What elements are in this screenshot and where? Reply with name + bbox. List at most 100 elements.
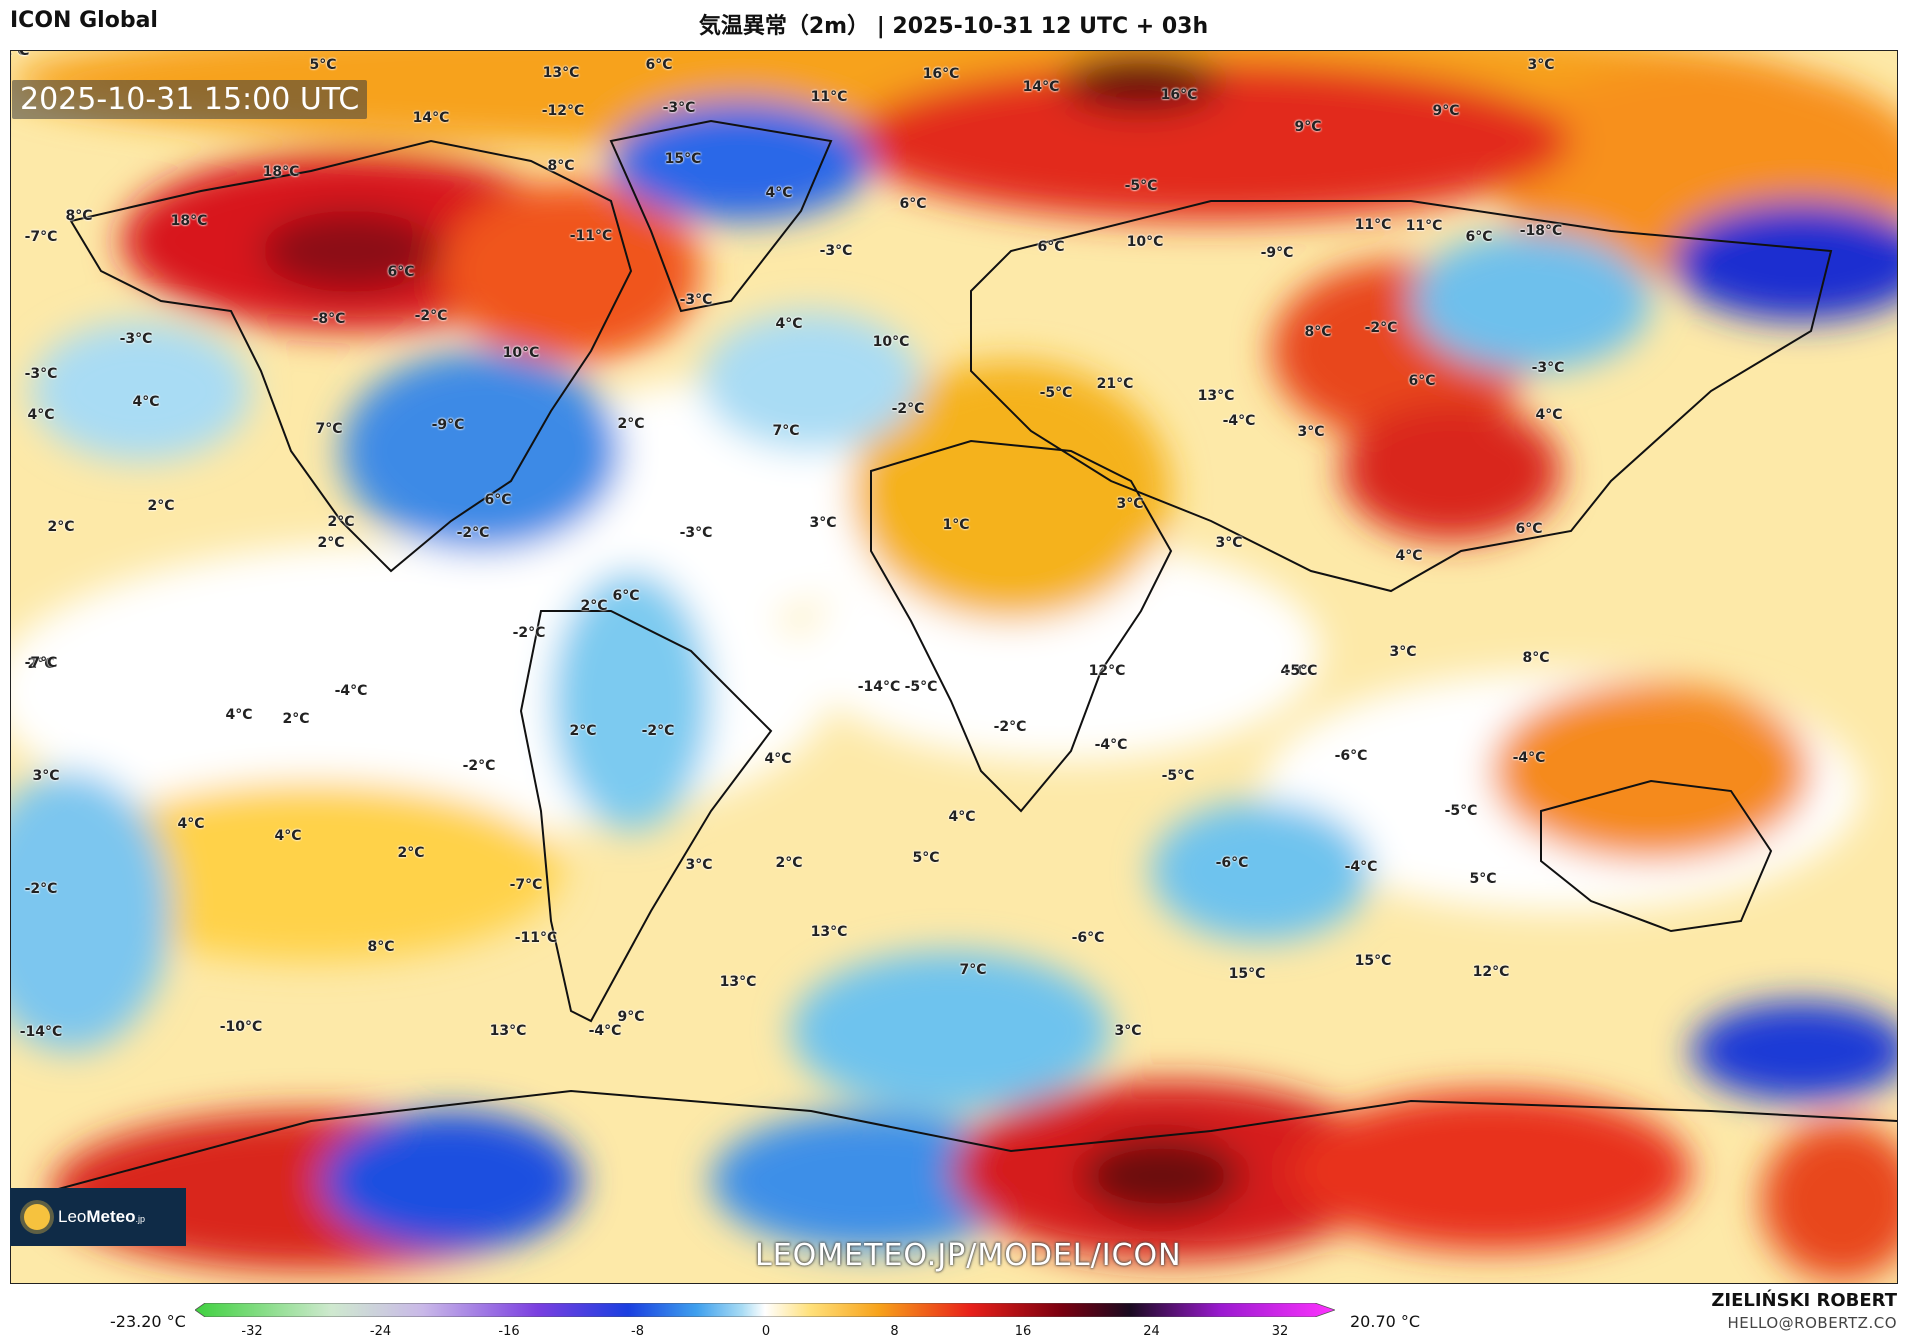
color-scale-tick: 32 xyxy=(1271,1324,1289,1339)
temperature-label: 15°C xyxy=(1354,953,1392,969)
temperature-label: 2°C xyxy=(147,498,175,514)
temperature-label: -2°C xyxy=(462,758,496,774)
temperature-label: -7°C xyxy=(24,229,58,245)
temperature-label: 9°C xyxy=(1294,119,1322,135)
temperature-label: 8°C xyxy=(1522,650,1550,666)
temperature-label: -10°C xyxy=(219,1019,263,1035)
temperature-label: -2°C xyxy=(24,881,58,897)
temperature-label: -4°C xyxy=(1512,750,1546,766)
temperature-label: -5°C xyxy=(1284,663,1318,679)
temperature-label: 2°C xyxy=(617,416,645,432)
temperature-label: 18°C xyxy=(170,213,208,229)
color-scale-tick: -32 xyxy=(241,1324,263,1339)
temperature-label: 8°C xyxy=(65,208,93,224)
sun-icon xyxy=(24,1204,50,1230)
temperature-label: 14°C xyxy=(412,110,450,126)
temperature-label: 2°C xyxy=(580,598,608,614)
chart-title: 気温異常（2m） | 2025-10-31 12 UTC + 03h xyxy=(698,14,1209,39)
temperature-label: -4°C xyxy=(334,683,368,699)
author-credit: ZIELIŃSKI ROBERT xyxy=(1711,1290,1897,1311)
color-scale-tick: -24 xyxy=(369,1324,392,1339)
temperature-label: 4°C xyxy=(177,816,205,832)
temperature-label: -2°C xyxy=(993,719,1027,735)
temperature-label: 8°C xyxy=(547,158,575,174)
temperature-label: -4°C xyxy=(1344,859,1378,875)
temperature-label: -4°C xyxy=(588,1023,622,1039)
temperature-label: -9°C xyxy=(1260,245,1294,261)
temperature-label: -3°C xyxy=(24,366,58,382)
temperature-label: -3°C xyxy=(119,331,153,347)
temperature-label: -2°C xyxy=(1364,320,1398,336)
color-scale-tick: -16 xyxy=(498,1324,520,1339)
color-scale-tick: 24 xyxy=(1143,1324,1160,1339)
temperature-label: 13°C xyxy=(719,974,757,990)
temperature-label: 4°C xyxy=(764,751,792,767)
temperature-label: 2°C xyxy=(317,535,345,551)
temperature-label: 11°C xyxy=(810,89,848,105)
temperature-label: 21°C xyxy=(1096,376,1134,392)
temperature-label: 5°C xyxy=(309,57,337,73)
temperature-label: 4°C xyxy=(27,407,55,423)
temperature-label: -3°C xyxy=(1531,360,1565,376)
temperature-label: 16°C xyxy=(1160,87,1198,103)
temperature-label: 3°C xyxy=(1114,1023,1142,1039)
temperature-label: 3°C xyxy=(1389,644,1417,660)
temperature-label: 9°C xyxy=(1432,103,1460,119)
color-scale-tick: -8 xyxy=(631,1324,644,1339)
temperature-label: 10°C xyxy=(872,334,910,350)
temperature-label: -2°C xyxy=(512,625,546,641)
temperature-label: 4°C xyxy=(948,809,976,825)
coastlines xyxy=(50,119,1897,1192)
temperature-label: -3°C xyxy=(679,525,713,541)
temperature-label: 12°C xyxy=(1088,663,1126,679)
source-watermark: LEOMETEO.JP/MODEL/ICON xyxy=(755,1238,1182,1273)
temperature-anomaly-map: 5°C 13°C 6°C 16°C 14°C 16°C 3°C -12°C -3°C 11°C 9°… xyxy=(10,50,1898,1284)
temperature-label: 4°C xyxy=(765,185,793,201)
temperature-label: 5°C xyxy=(912,850,940,866)
temperature-label: 3°C xyxy=(1116,496,1144,512)
temperature-label: 13°C xyxy=(810,924,848,940)
temperature-label: 6°C xyxy=(899,196,927,212)
temperature-label: -3°C xyxy=(819,243,853,259)
temperature-label: -5°C xyxy=(904,679,938,695)
temperature-label: 6°C xyxy=(387,264,415,280)
temperature-label: 6°C xyxy=(612,588,640,604)
temperature-label: 3°C xyxy=(685,857,713,873)
temperature-label: -12°C xyxy=(541,103,585,119)
temperature-label: 15°C xyxy=(664,151,702,167)
leometeo-logo[interactable]: LeoMeteo.jp xyxy=(10,1188,186,1246)
temperature-label: -6°C xyxy=(1215,855,1249,871)
temperature-label: 3°C xyxy=(1527,57,1555,73)
color-scale-bar xyxy=(195,1303,1335,1317)
temperature-label: -18°C xyxy=(1519,223,1563,239)
temperature-label: 11°C xyxy=(1354,217,1392,233)
temperature-label: 6°C xyxy=(645,57,673,73)
temperature-label: 4°C xyxy=(1535,407,1563,423)
temperature-label: 2°C xyxy=(775,855,803,871)
temperature-label: 12°C xyxy=(1472,964,1510,980)
temperature-label: 2°C xyxy=(569,723,597,739)
temperature-label: 4°C xyxy=(1395,548,1423,564)
color-scale-tick: 8 xyxy=(890,1324,899,1339)
temperature-label: -5°C xyxy=(1039,385,1073,401)
temperature-label: 8°C xyxy=(367,939,395,955)
temperature-label: -4°C xyxy=(10,50,28,59)
model-title: ICON Global xyxy=(10,8,158,33)
temperature-label: 4°C xyxy=(1280,663,1308,679)
logo-text: LeoMeteo.jp xyxy=(58,1207,146,1226)
temperature-label: -7°C xyxy=(509,877,543,893)
temperature-label: -2°C xyxy=(641,723,675,739)
temperature-label: -8°C xyxy=(312,311,346,327)
temperature-label: 3°C xyxy=(809,515,837,531)
temperature-label: -5°C xyxy=(1124,178,1158,194)
temperature-label: 4°C xyxy=(274,828,302,844)
temperature-label: -3°C xyxy=(679,292,713,308)
temperature-label: 14°C xyxy=(1022,79,1060,95)
temperature-label: 13°C xyxy=(542,65,580,81)
temperature-label: -2°C xyxy=(891,401,925,417)
temperature-label: 2°C xyxy=(27,656,55,672)
temperature-label: -3°C xyxy=(662,100,696,116)
author-email[interactable]: HELLO@ROBERTZ.CO xyxy=(1727,1314,1897,1332)
temperature-label: 10°C xyxy=(502,345,540,361)
temperature-label: 4°C xyxy=(225,707,253,723)
